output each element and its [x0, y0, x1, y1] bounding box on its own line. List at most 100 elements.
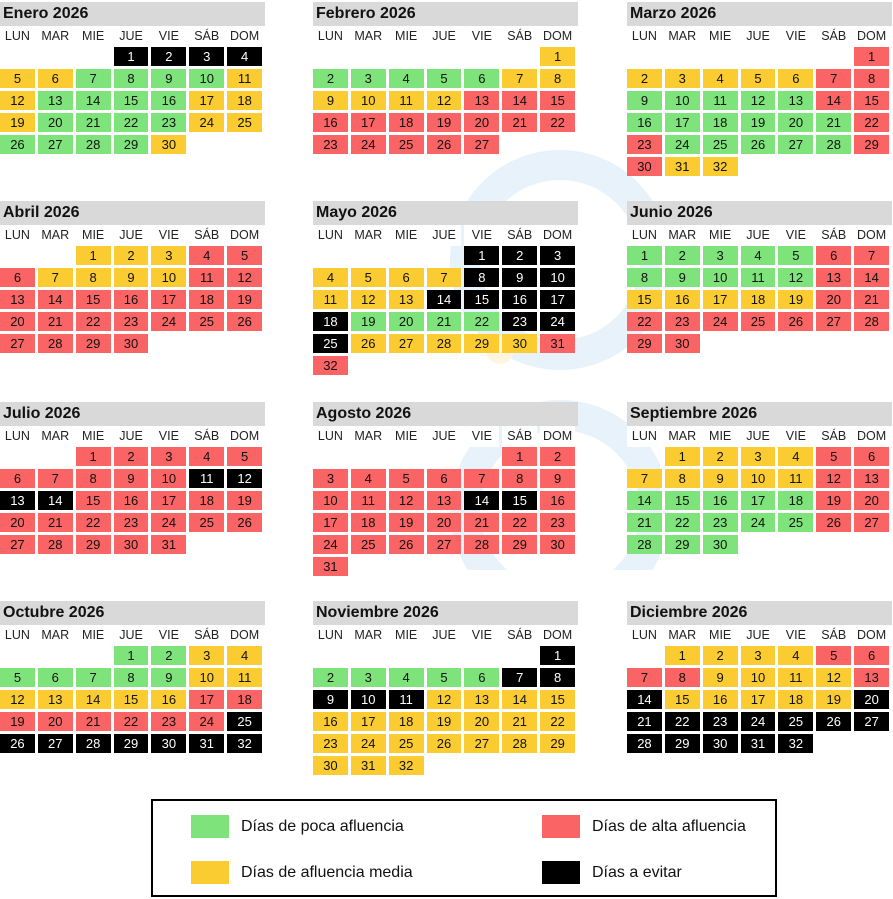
day-cell: 6	[37, 668, 73, 687]
empty-cell	[464, 646, 499, 665]
day-cell: 30	[702, 535, 738, 554]
day-cell: 1	[627, 246, 662, 265]
day-cell: 6	[426, 469, 462, 488]
legend-swatch-red	[542, 815, 580, 838]
day-cell: 3	[189, 646, 225, 665]
empty-cell	[313, 246, 348, 265]
day-cell: 4	[313, 268, 348, 287]
day-cell: 30	[151, 734, 187, 753]
weekday-label: VIE	[151, 225, 187, 246]
legend-label-high: Días de alta afluencia	[592, 817, 746, 835]
weekday-label: MIE	[388, 26, 424, 47]
day-cell: 23	[664, 312, 700, 331]
week-row: 4 5 6 7 8 9 10	[313, 268, 578, 290]
empty-cell	[389, 646, 424, 665]
day-cell: 8	[540, 69, 576, 88]
week-row: 32	[313, 356, 578, 378]
empty-cell	[502, 47, 537, 66]
day-cell: 24	[740, 513, 776, 532]
day-cell: 17	[189, 690, 225, 709]
empty-cell	[627, 47, 662, 66]
day-cell: 13	[816, 268, 852, 287]
day-cell: 6	[816, 246, 852, 265]
day-cell: 7	[627, 469, 662, 488]
month-title: Agosto 2026	[313, 402, 578, 426]
empty-cell	[427, 47, 462, 66]
month-calendar: Abril 2026 LUN MAR MIE JUE VIE SÁB DOM 1 2 3 4 5 6 7 8 9…	[0, 201, 265, 356]
week-row: 29 30	[627, 334, 892, 356]
weekday-label: VIE	[464, 426, 500, 447]
week-row: 5 6 7 8 9 10 11	[0, 69, 265, 91]
day-cell: 16	[502, 290, 538, 309]
weekday-label: JUE	[426, 26, 462, 47]
weekday-header-row: LUN MAR MIE JUE VIE SÁB DOM	[313, 26, 578, 47]
day-cell: 7	[464, 469, 500, 488]
day-cell: 7	[816, 69, 852, 88]
day-cell: 26	[227, 312, 263, 331]
week-row: 30 31 32	[313, 756, 578, 778]
weekday-label: MIE	[702, 26, 738, 47]
legend-item-medium: Días de afluencia media	[191, 861, 413, 884]
day-cell: 8	[664, 668, 700, 687]
week-row: 21 22 23 24 25 26 27	[627, 712, 892, 734]
empty-cell	[351, 557, 386, 576]
weekday-label: MIE	[388, 426, 424, 447]
day-cell: 2	[627, 69, 662, 88]
day-cell: 7	[75, 668, 111, 687]
week-row: 14 15 16 17 18 19 20	[627, 491, 892, 513]
empty-cell	[76, 646, 111, 665]
day-cell: 3	[740, 646, 776, 665]
day-cell: 27	[388, 334, 424, 353]
day-cell: 13	[464, 690, 500, 709]
day-cell: 16	[702, 491, 738, 510]
day-cell: 13	[778, 91, 814, 110]
day-cell: 21	[37, 513, 73, 532]
week-row: 21 22 23 24 25 26 27	[627, 513, 892, 535]
weekday-label: JUE	[740, 26, 776, 47]
month-calendar: Agosto 2026 LUN MAR MIE JUE VIE SÁB DOM 1 2 3 4 5 6 7 8…	[313, 402, 578, 579]
legend-item-avoid: Días a evitar	[542, 861, 682, 884]
day-cell: 12	[0, 91, 35, 110]
weekday-label: VIE	[464, 625, 500, 646]
day-cell: 28	[37, 535, 73, 554]
day-cell: 29	[75, 334, 111, 353]
week-row: 6 7 8 9 10 11 12	[0, 469, 265, 491]
day-cell: 31	[350, 756, 386, 775]
day-cell: 1	[464, 246, 500, 265]
day-cell: 13	[37, 91, 73, 110]
empty-cell	[351, 47, 386, 66]
month-title: Mayo 2026	[313, 201, 578, 225]
weekday-label: DOM	[540, 225, 576, 246]
day-cell: 23	[702, 712, 738, 731]
day-cell: 17	[313, 513, 348, 532]
day-cell: 13	[854, 668, 890, 687]
day-cell: 4	[189, 447, 225, 466]
month-title: Noviembre 2026	[313, 601, 578, 625]
week-row: 26 27 28 29 30 31 32	[0, 734, 265, 756]
day-cell: 2	[313, 668, 348, 687]
empty-cell	[427, 756, 462, 775]
week-row: 28 29 30 31 32	[627, 734, 892, 756]
day-cell: 12	[0, 690, 35, 709]
weekday-label: LUN	[313, 26, 348, 47]
weekday-label: DOM	[854, 225, 890, 246]
empty-cell	[741, 535, 776, 554]
day-cell: 15	[540, 690, 576, 709]
day-cell: 6	[0, 268, 35, 287]
day-cell: 18	[740, 290, 776, 309]
day-cell: 12	[227, 469, 263, 488]
weekday-label: MIE	[75, 625, 111, 646]
day-cell: 21	[464, 513, 500, 532]
day-cell: 21	[502, 712, 538, 731]
day-cell: 20	[0, 312, 35, 331]
week-row: 16 17 18 19 20 21 22	[627, 113, 892, 135]
day-cell: 24	[189, 712, 225, 731]
day-cell: 21	[75, 113, 111, 132]
weekday-header-row: LUN MAR MIE JUE VIE SÁB DOM	[627, 26, 892, 47]
empty-cell	[351, 447, 386, 466]
empty-cell	[76, 47, 111, 66]
day-cell: 22	[627, 312, 662, 331]
day-cell: 15	[854, 91, 890, 110]
day-cell: 28	[502, 734, 538, 753]
